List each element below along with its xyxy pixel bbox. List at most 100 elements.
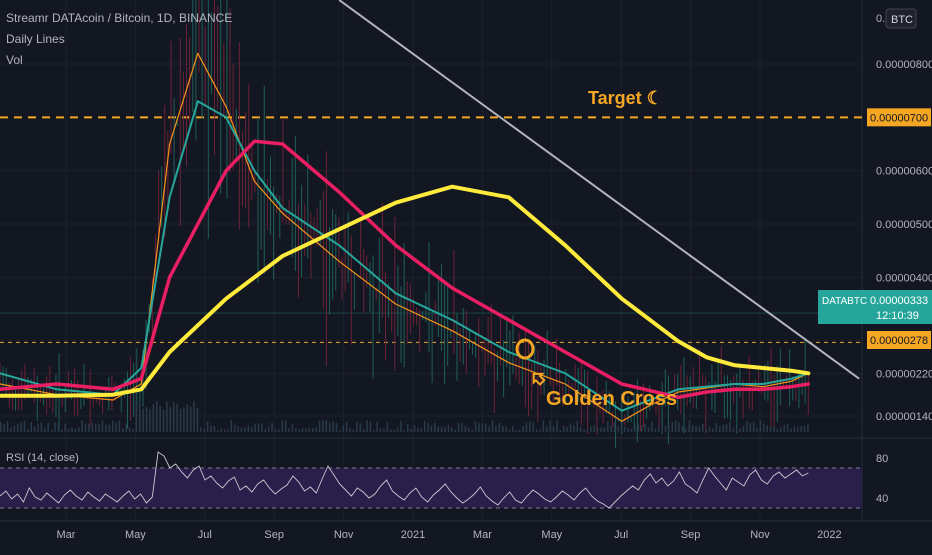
volume-bar <box>325 420 328 432</box>
volume-bar <box>539 429 541 432</box>
currency-badge-text[interactable]: BTC <box>891 14 913 26</box>
volume-bar <box>702 423 704 432</box>
indicator-vol[interactable]: Vol <box>6 53 23 67</box>
currency-badge[interactable] <box>885 8 917 29</box>
time-tick[interactable]: Sep <box>264 529 284 541</box>
volume-bar <box>512 425 514 432</box>
volume-bar <box>786 424 789 432</box>
time-tick[interactable]: Mar <box>473 529 492 541</box>
volume-bar <box>318 420 321 432</box>
volume-bar <box>742 425 745 432</box>
time-tick[interactable]: Mar <box>57 529 76 541</box>
volume-bar <box>661 425 663 432</box>
time-tick[interactable]: May <box>541 529 562 541</box>
volume-bar <box>108 424 111 432</box>
volume-bar <box>349 428 351 432</box>
volume-bar <box>739 428 741 432</box>
current-price: 0.00000333 <box>870 295 928 307</box>
time-axis[interactable]: Mar May Jul Sep Nov 2021 Mar May Jul Sep Nov 2022 <box>0 520 932 541</box>
price-tick[interactable]: 0.00000140 <box>876 411 932 423</box>
volume-bar <box>752 422 755 432</box>
volume-bar <box>718 426 721 432</box>
time-tick[interactable]: Nov <box>334 529 354 541</box>
volume-bar <box>735 428 738 432</box>
volume-bar <box>278 429 280 432</box>
volume-bar <box>6 421 9 432</box>
time-tick[interactable]: Jul <box>198 529 212 541</box>
volume-bar <box>156 401 158 432</box>
volume-bar <box>206 421 209 432</box>
volume-bar <box>64 423 66 432</box>
rsi-title[interactable]: RSI (14, close) <box>6 452 79 464</box>
price-axis[interactable]: 0.00000800 0.00000600 0.00000500 0.00000400… <box>818 8 932 505</box>
volume-bar <box>308 428 311 432</box>
volume-bar <box>291 424 294 432</box>
indicator-daily-lines[interactable]: Daily Lines <box>6 32 65 46</box>
price-tick[interactable]: 0.00000600 <box>876 166 932 178</box>
volume-bar <box>685 428 687 432</box>
volume-bar <box>766 425 768 432</box>
price-tick[interactable]: 0.00000400 <box>876 272 932 284</box>
volume-bar <box>417 427 419 432</box>
time-tick[interactable]: Nov <box>750 529 770 541</box>
volume-bar <box>61 429 63 432</box>
volume-bar <box>654 428 657 432</box>
volume-bar <box>759 420 762 432</box>
volume-bar <box>261 423 263 432</box>
volume-bar <box>44 428 46 432</box>
volume-bar <box>644 423 646 432</box>
volume-bar <box>84 423 87 432</box>
annotations: Target ☾ Golden Cross <box>515 88 677 410</box>
volume-bar <box>549 420 551 432</box>
volume-bar <box>607 420 609 432</box>
volume-bar <box>267 426 270 432</box>
price-tick[interactable]: 0.00000220 <box>876 368 932 380</box>
volume-bar <box>535 429 538 432</box>
rsi-line <box>0 451 809 509</box>
time-tick[interactable]: May <box>125 529 146 541</box>
time-tick[interactable]: 2022 <box>817 529 841 541</box>
volume-bar <box>603 427 606 432</box>
rsi-tick[interactable]: 40 <box>876 493 888 505</box>
volume-bar <box>515 429 518 432</box>
volume-bar <box>274 429 277 432</box>
volume-bar <box>610 425 612 432</box>
descending-trendline[interactable] <box>338 0 860 380</box>
volume-bar <box>712 428 714 432</box>
volume-bar <box>200 427 202 432</box>
countdown: 12:10:39 <box>876 310 919 322</box>
volume-bar <box>305 428 307 432</box>
volume-bar <box>691 425 694 432</box>
volume-bar <box>244 427 246 432</box>
symbol-title[interactable]: Streamr DATAcoin / Bitcoin, 1D, BINANCE <box>6 11 233 25</box>
volume-bar <box>763 423 765 432</box>
volume-bar <box>142 408 144 432</box>
current-symbol: DATABTC <box>822 296 867 307</box>
volume-bar <box>57 422 60 432</box>
trendline[interactable] <box>338 0 860 380</box>
rsi-pane <box>0 451 862 509</box>
current-price-label <box>818 290 932 324</box>
time-tick[interactable]: 2021 <box>401 529 425 541</box>
rsi-band <box>0 468 862 508</box>
volume-bar <box>613 422 616 432</box>
volume-bar <box>542 420 545 432</box>
volume-bar <box>132 428 134 432</box>
price-tick[interactable]: 0.00000500 <box>876 219 932 231</box>
volume-bar <box>288 428 290 432</box>
volume-bar <box>230 420 233 432</box>
volume-bar <box>101 420 104 432</box>
price-tick[interactable]: 0.00000800 <box>876 59 932 71</box>
volume-bar <box>128 427 131 432</box>
volume-bar <box>461 422 463 432</box>
volume-bar <box>715 423 718 432</box>
time-tick[interactable]: Sep <box>681 529 701 541</box>
ma-line-yellow <box>0 184 811 398</box>
volume-bar <box>579 426 582 432</box>
volume-bar <box>471 429 473 432</box>
rsi-tick[interactable]: 80 <box>876 453 888 465</box>
volume-bar <box>640 424 643 432</box>
volume-bar <box>423 420 426 432</box>
time-tick[interactable]: Jul <box>614 529 628 541</box>
